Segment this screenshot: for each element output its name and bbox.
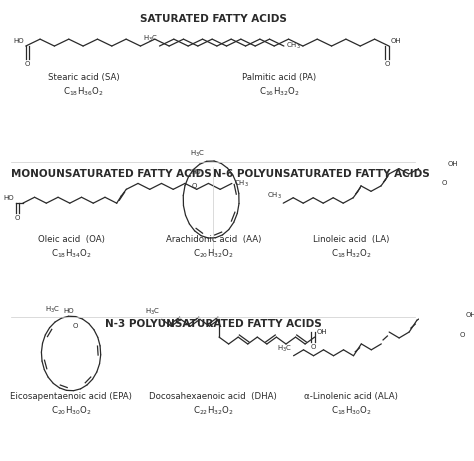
Text: Oleic acid  (OA): Oleic acid (OA) (37, 235, 104, 244)
Text: C$_{18}$H$_{34}$O$_2$: C$_{18}$H$_{34}$O$_2$ (51, 248, 91, 260)
Text: Linoleic acid  (LA): Linoleic acid (LA) (313, 235, 390, 244)
Text: OH: OH (447, 160, 458, 166)
Text: O: O (15, 215, 20, 221)
Text: α-Linolenic acid (ALA): α-Linolenic acid (ALA) (304, 392, 398, 401)
Text: CH$_3$: CH$_3$ (234, 178, 248, 189)
Text: O: O (459, 332, 465, 338)
Text: Stearic acid (SA): Stearic acid (SA) (47, 73, 119, 83)
Text: OH: OH (391, 38, 401, 44)
Text: O: O (192, 183, 197, 189)
Text: CH$_3$: CH$_3$ (286, 41, 301, 51)
Text: O: O (25, 61, 30, 67)
Text: C$_{20}$H$_{32}$O$_2$: C$_{20}$H$_{32}$O$_2$ (193, 248, 234, 260)
Text: Eicosapentaenoic acid (EPA): Eicosapentaenoic acid (EPA) (10, 392, 132, 401)
Text: Arachidonic acid  (AA): Arachidonic acid (AA) (165, 235, 261, 244)
Text: HO: HO (190, 169, 201, 175)
Text: C$_{18}$H$_{30}$O$_2$: C$_{18}$H$_{30}$O$_2$ (331, 404, 372, 417)
Text: O: O (310, 344, 316, 350)
Text: HO: HO (64, 307, 74, 313)
Text: N-3 POLYUNSATURATED FATTY ACIDS: N-3 POLYUNSATURATED FATTY ACIDS (105, 319, 321, 329)
Text: H$_3$C: H$_3$C (45, 305, 60, 315)
Text: MONOUNSATURATED FATTY ACIDS: MONOUNSATURATED FATTY ACIDS (11, 169, 212, 179)
Text: O: O (72, 323, 78, 329)
Text: H$_3$C: H$_3$C (143, 34, 158, 44)
Text: H$_3$C: H$_3$C (145, 307, 160, 317)
Text: N-6 POLYUNSATURATED FATTY ACIDS: N-6 POLYUNSATURATED FATTY ACIDS (213, 169, 430, 179)
Text: SATURATED FATTY ACIDS: SATURATED FATTY ACIDS (140, 14, 287, 24)
Text: Docosahexaenoic acid  (DHA): Docosahexaenoic acid (DHA) (149, 392, 277, 401)
Text: C$_{18}$H$_{32}$O$_2$: C$_{18}$H$_{32}$O$_2$ (331, 248, 372, 260)
Text: CH$_3$: CH$_3$ (266, 191, 282, 201)
Text: C$_{16}$H$_{32}$O$_2$: C$_{16}$H$_{32}$O$_2$ (259, 86, 300, 98)
Text: HO: HO (13, 38, 24, 44)
Text: OH: OH (465, 312, 474, 318)
Text: C$_{22}$H$_{32}$O$_2$: C$_{22}$H$_{32}$O$_2$ (193, 404, 234, 417)
Text: H$_3$C: H$_3$C (277, 343, 292, 354)
Text: HO: HO (3, 195, 14, 201)
Text: H$_3$C: H$_3$C (190, 149, 205, 160)
Text: C$_{18}$H$_{36}$O$_2$: C$_{18}$H$_{36}$O$_2$ (63, 86, 104, 98)
Text: OH: OH (317, 329, 327, 335)
Text: O: O (384, 61, 390, 67)
Text: C$_{20}$H$_{30}$O$_2$: C$_{20}$H$_{30}$O$_2$ (51, 404, 91, 417)
Text: Palmitic acid (PA): Palmitic acid (PA) (242, 73, 316, 83)
Text: O: O (441, 180, 447, 186)
